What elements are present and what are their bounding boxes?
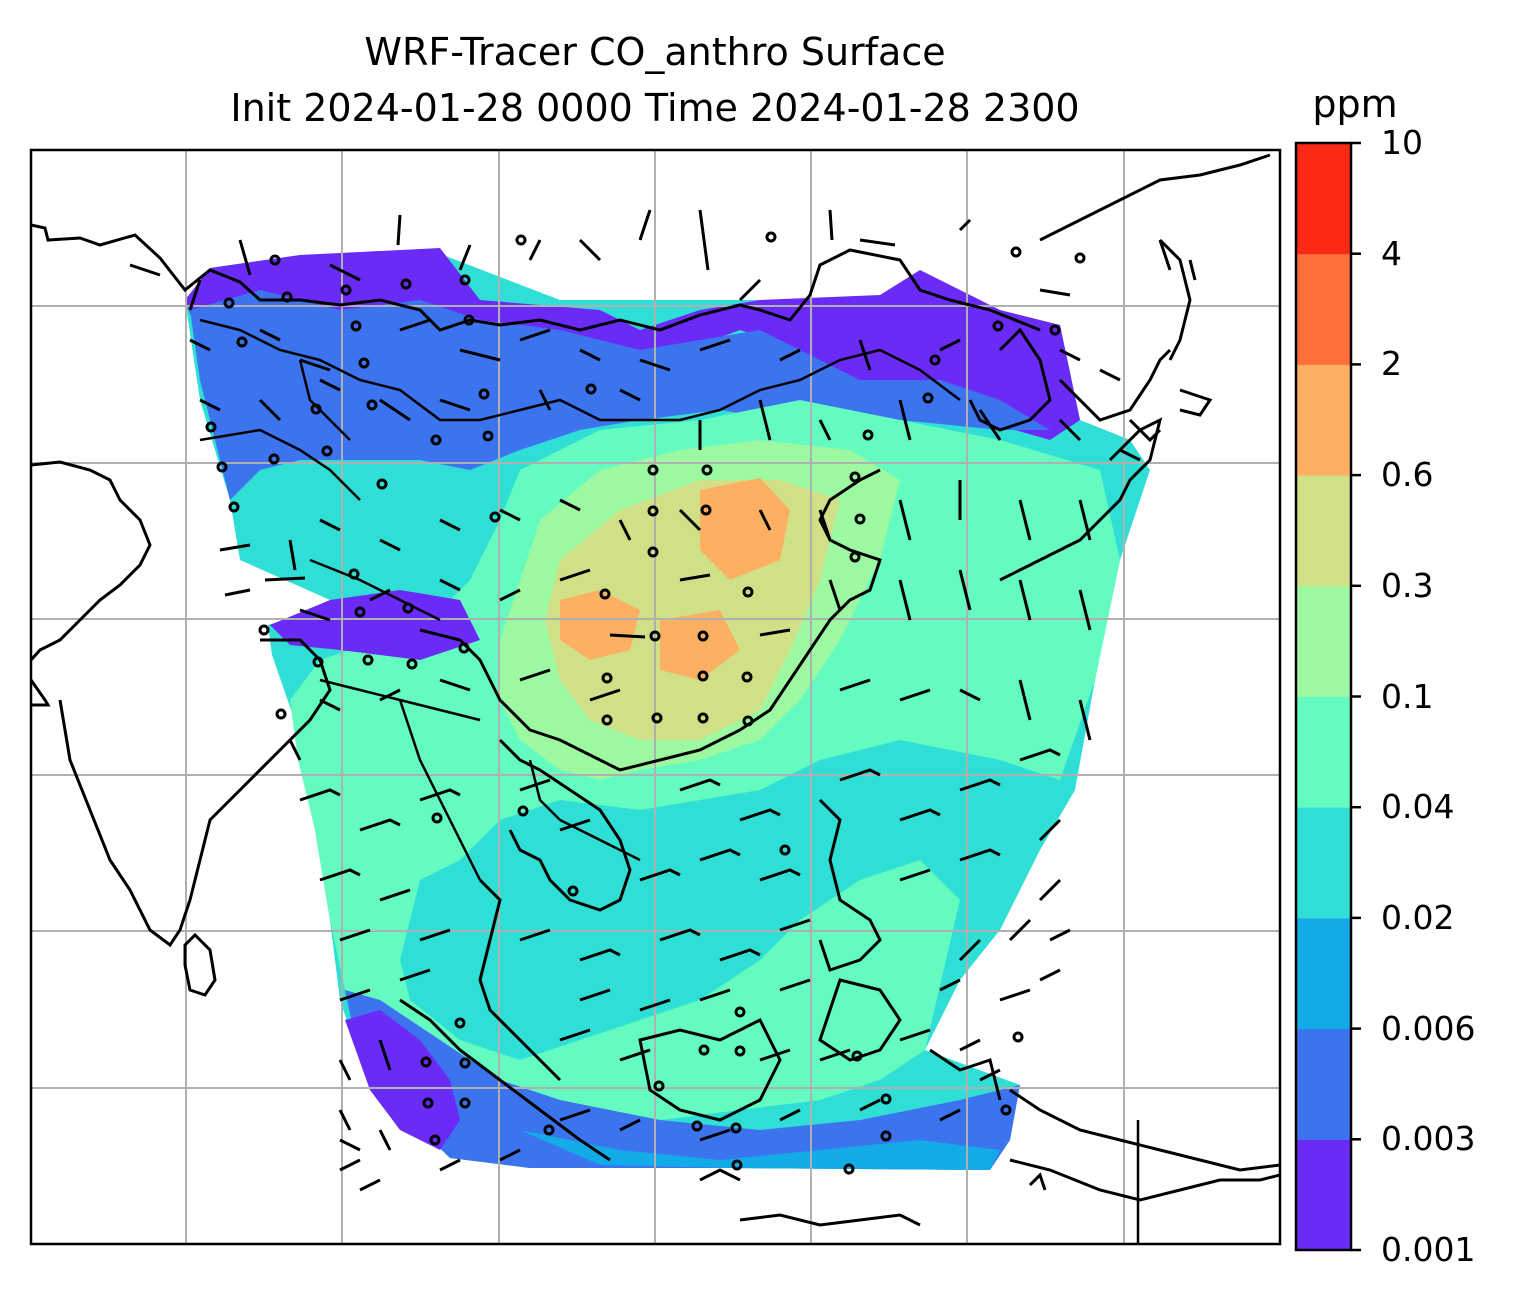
colorbar-segment [1296, 696, 1351, 808]
colorbar-segment [1296, 917, 1351, 1030]
colorbar-tick-label: 10 [1381, 123, 1423, 162]
colorbar-segment [1296, 585, 1351, 697]
map-plot-area [31, 150, 1280, 1244]
field-layer-mint [290, 400, 1120, 1120]
field-layer-purple-south [345, 1010, 460, 1150]
field-layer-cyan-south [520, 1130, 1000, 1170]
field-layer-purple-west [270, 590, 480, 660]
colorbar-unit-label: ppm [1312, 82, 1398, 126]
colorbar-segment [1296, 364, 1351, 476]
colorbar-tick-label: 0.001 [1381, 1230, 1476, 1269]
colorbar-tick-label: 0.6 [1381, 455, 1434, 495]
map-title-line-1: WRF-Tracer CO_anthro Surface [364, 30, 946, 74]
colorbar-tick-label: 2 [1381, 344, 1402, 384]
colorbar-tick-label: 0.02 [1381, 897, 1455, 937]
colorbar [1296, 143, 1351, 1251]
colorbar-segment [1296, 143, 1351, 255]
colorbar-segment [1296, 253, 1351, 365]
colorbar-tick-label: 4 [1381, 233, 1402, 273]
colorbar-segment [1296, 475, 1351, 587]
colorbar-tick-label: 0.006 [1381, 1008, 1476, 1048]
colorbar-tick-label: 0.003 [1381, 1119, 1476, 1159]
co-concentration-field [185, 248, 1150, 1170]
field-layer-orange-patch-2 [660, 610, 740, 680]
colorbar-segment [1296, 1139, 1351, 1251]
colorbar-ticks [1351, 141, 1361, 1252]
wind-barbs [129, 209, 1197, 1192]
field-layer-blue-north [190, 290, 1050, 500]
colorbar-segment [1296, 1028, 1351, 1140]
colorbar-tick-label: 0.1 [1381, 676, 1434, 716]
field-layer-orange-core [700, 478, 790, 580]
field-layer-blue-south [345, 990, 1020, 1170]
calm-wind-circles [205, 231, 1086, 1175]
field-layer-orange-patch [560, 590, 640, 660]
colorbar-tick-label: 0.04 [1381, 787, 1455, 827]
colorbar-tick-label: 0.3 [1381, 565, 1434, 605]
map-title-line-2: Init 2024-01-28 0000 Time 2024-01-28 230… [230, 86, 1080, 130]
map-frame [29, 148, 1282, 1246]
colorbar-segment [1296, 807, 1351, 919]
coastlines [31, 153, 1280, 1227]
